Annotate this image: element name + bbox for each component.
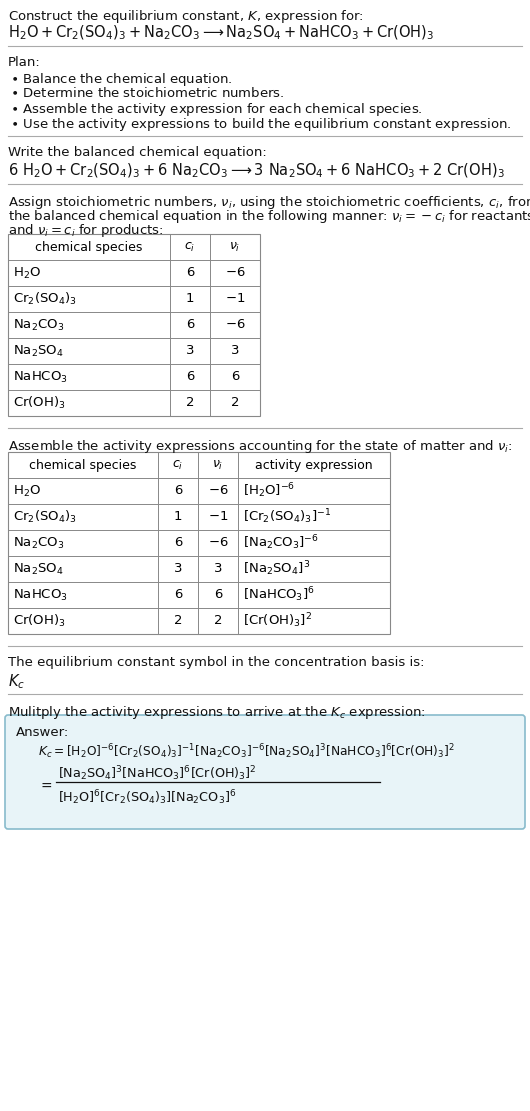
Text: 3: 3 <box>186 344 195 358</box>
Text: Write the balanced chemical equation:: Write the balanced chemical equation: <box>8 146 267 159</box>
Text: $\mathrm{Cr(OH)_3}$: $\mathrm{Cr(OH)_3}$ <box>13 613 66 629</box>
Text: 6: 6 <box>186 370 194 383</box>
Text: $=$: $=$ <box>38 778 53 792</box>
Text: $K_c$: $K_c$ <box>8 672 25 691</box>
Text: 6: 6 <box>174 589 182 601</box>
Text: 1: 1 <box>174 510 182 523</box>
Text: $-6$: $-6$ <box>208 537 228 550</box>
Text: $-1$: $-1$ <box>225 292 245 306</box>
Text: $-1$: $-1$ <box>208 510 228 523</box>
Text: $K_c = [\mathrm{H_2O}]^{-6}[\mathrm{Cr_2(SO_4)_3}]^{-1}[\mathrm{Na_2CO_3}]^{-6}[: $K_c = [\mathrm{H_2O}]^{-6}[\mathrm{Cr_2… <box>38 742 455 761</box>
Text: $-6$: $-6$ <box>208 484 228 498</box>
Text: Assemble the activity expressions accounting for the state of matter and $\nu_i$: Assemble the activity expressions accoun… <box>8 438 513 456</box>
Text: 1: 1 <box>186 292 195 306</box>
Text: $\mathrm{Cr(OH)_3}$: $\mathrm{Cr(OH)_3}$ <box>13 394 66 411</box>
Text: $[\mathrm{Na_2SO_4}]^{3}$: $[\mathrm{Na_2SO_4}]^{3}$ <box>243 560 310 579</box>
Text: $\mathrm{Na_2SO_4}$: $\mathrm{Na_2SO_4}$ <box>13 343 64 359</box>
Text: 2: 2 <box>214 614 222 628</box>
Text: 6: 6 <box>186 267 194 280</box>
Text: Answer:: Answer: <box>16 725 69 739</box>
Text: $\nu_i$: $\nu_i$ <box>229 240 241 253</box>
Text: $\bullet$ Balance the chemical equation.: $\bullet$ Balance the chemical equation. <box>10 71 233 88</box>
Text: $\mathrm{Na_2CO_3}$: $\mathrm{Na_2CO_3}$ <box>13 318 64 332</box>
Text: $-6$: $-6$ <box>225 319 245 331</box>
Text: Assign stoichiometric numbers, $\nu_i$, using the stoichiometric coefficients, $: Assign stoichiometric numbers, $\nu_i$, … <box>8 194 530 211</box>
Text: $[\mathrm{Cr(OH)_3}]^{2}$: $[\mathrm{Cr(OH)_3}]^{2}$ <box>243 612 312 630</box>
Text: 2: 2 <box>174 614 182 628</box>
Text: $\mathrm{H_2O + Cr_2(SO_4)_3 + Na_2CO_3 \longrightarrow Na_2SO_4 + NaHCO_3 + Cr(: $\mathrm{H_2O + Cr_2(SO_4)_3 + Na_2CO_3 … <box>8 24 435 42</box>
Text: 6: 6 <box>174 537 182 550</box>
Text: Mulitply the activity expressions to arrive at the $K_c$ expression:: Mulitply the activity expressions to arr… <box>8 704 426 721</box>
Text: $[\mathrm{Cr_2(SO_4)_3}]^{-1}$: $[\mathrm{Cr_2(SO_4)_3}]^{-1}$ <box>243 508 331 527</box>
Text: $\bullet$ Assemble the activity expression for each chemical species.: $\bullet$ Assemble the activity expressi… <box>10 101 422 118</box>
Text: $[\mathrm{Na_2SO_4}]^{3}[\mathrm{NaHCO_3}]^{6}[\mathrm{Cr(OH)_3}]^{2}$: $[\mathrm{Na_2SO_4}]^{3}[\mathrm{NaHCO_3… <box>58 764 257 783</box>
Text: 6: 6 <box>214 589 222 601</box>
Text: $\mathrm{H_2O}$: $\mathrm{H_2O}$ <box>13 266 41 281</box>
Text: $\mathrm{Cr_2(SO_4)_3}$: $\mathrm{Cr_2(SO_4)_3}$ <box>13 509 77 526</box>
Text: the balanced chemical equation in the following manner: $\nu_i = -c_i$ for react: the balanced chemical equation in the fo… <box>8 208 530 226</box>
Text: $\mathrm{6\ H_2O + Cr_2(SO_4)_3 + 6\ Na_2CO_3 \longrightarrow 3\ Na_2SO_4 + 6\ N: $\mathrm{6\ H_2O + Cr_2(SO_4)_3 + 6\ Na_… <box>8 162 505 180</box>
Text: Construct the equilibrium constant, $K$, expression for:: Construct the equilibrium constant, $K$,… <box>8 8 364 26</box>
Text: $\mathrm{NaHCO_3}$: $\mathrm{NaHCO_3}$ <box>13 370 68 384</box>
Text: 3: 3 <box>231 344 239 358</box>
Text: $\mathrm{Na_2SO_4}$: $\mathrm{Na_2SO_4}$ <box>13 561 64 577</box>
Text: $\mathrm{NaHCO_3}$: $\mathrm{NaHCO_3}$ <box>13 588 68 602</box>
Text: $c_i$: $c_i$ <box>184 240 196 253</box>
Text: $\mathrm{Cr_2(SO_4)_3}$: $\mathrm{Cr_2(SO_4)_3}$ <box>13 291 77 307</box>
Text: and $\nu_i = c_i$ for products:: and $\nu_i = c_i$ for products: <box>8 222 164 239</box>
Text: $[\mathrm{Na_2CO_3}]^{-6}$: $[\mathrm{Na_2CO_3}]^{-6}$ <box>243 533 319 552</box>
Text: $[\mathrm{H_2O}]^{-6}$: $[\mathrm{H_2O}]^{-6}$ <box>243 482 295 500</box>
Text: 3: 3 <box>214 562 222 575</box>
Text: chemical species: chemical species <box>36 240 143 253</box>
Text: 6: 6 <box>231 370 239 383</box>
Text: $[\mathrm{NaHCO_3}]^{6}$: $[\mathrm{NaHCO_3}]^{6}$ <box>243 585 315 604</box>
Text: $c_i$: $c_i$ <box>172 459 183 471</box>
FancyBboxPatch shape <box>5 715 525 829</box>
Text: $\bullet$ Determine the stoichiometric numbers.: $\bullet$ Determine the stoichiometric n… <box>10 86 285 100</box>
Text: chemical species: chemical species <box>29 459 137 471</box>
Bar <box>8 452 390 634</box>
Text: 6: 6 <box>186 319 194 331</box>
Text: $-6$: $-6$ <box>225 267 245 280</box>
Text: Plan:: Plan: <box>8 56 41 69</box>
Text: $\bullet$ Use the activity expressions to build the equilibrium constant express: $\bullet$ Use the activity expressions t… <box>10 116 511 133</box>
Text: $\mathrm{Na_2CO_3}$: $\mathrm{Na_2CO_3}$ <box>13 536 64 551</box>
Text: $[\mathrm{H_2O}]^{6}[\mathrm{Cr_2(SO_4)_3}][\mathrm{Na_2CO_3}]^{6}$: $[\mathrm{H_2O}]^{6}[\mathrm{Cr_2(SO_4)_… <box>58 788 236 807</box>
Text: $\mathrm{H_2O}$: $\mathrm{H_2O}$ <box>13 483 41 499</box>
Text: The equilibrium constant symbol in the concentration basis is:: The equilibrium constant symbol in the c… <box>8 655 425 669</box>
Text: 3: 3 <box>174 562 182 575</box>
Text: $\nu_i$: $\nu_i$ <box>213 459 224 471</box>
Bar <box>8 234 260 416</box>
Text: 2: 2 <box>231 397 239 410</box>
Text: 6: 6 <box>174 484 182 498</box>
Text: 2: 2 <box>186 397 195 410</box>
Text: activity expression: activity expression <box>255 459 373 471</box>
